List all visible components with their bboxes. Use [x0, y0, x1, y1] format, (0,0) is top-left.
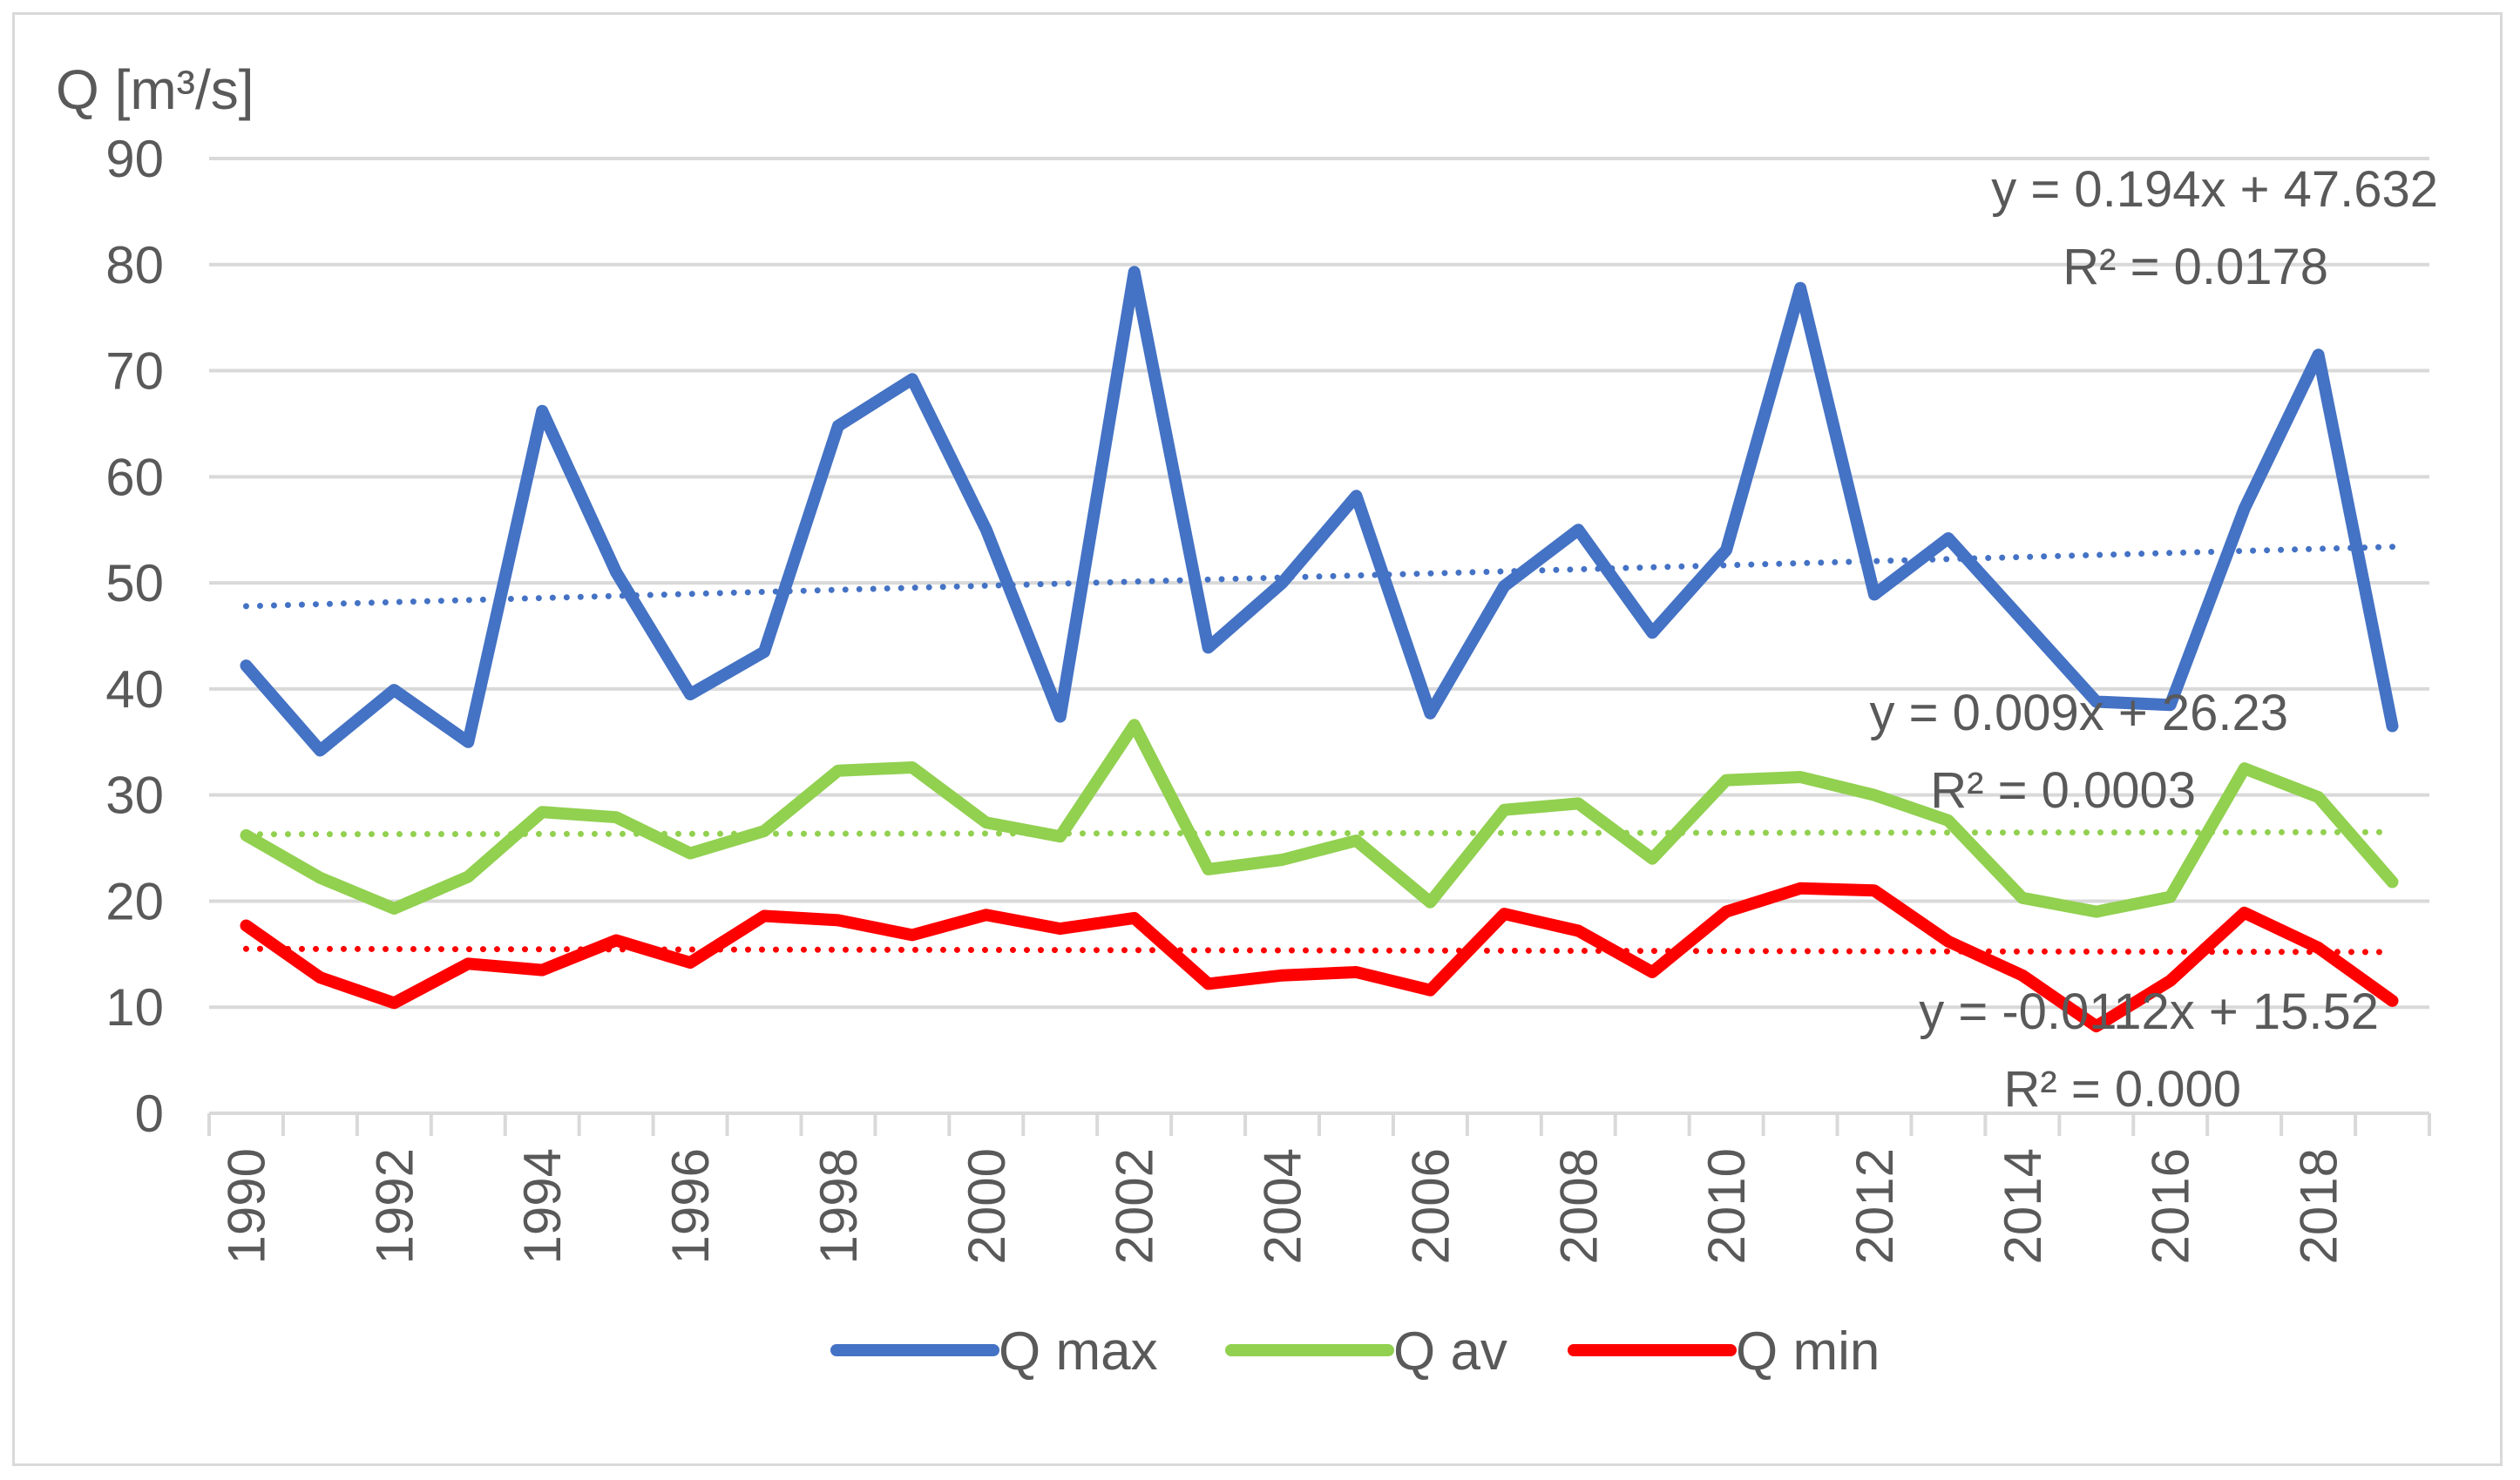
- y-tick-label-50: 50: [105, 554, 164, 612]
- y-tick-label-40: 40: [105, 660, 164, 719]
- y-tick-label-30: 30: [105, 767, 164, 825]
- series-line-q-min: [240, 882, 2399, 1033]
- x-tick-label-2000: 2000: [958, 1148, 1016, 1264]
- y-tick-label-60: 60: [105, 448, 164, 506]
- axes: [207, 1112, 2431, 1136]
- series-line-q-av: [240, 719, 2399, 918]
- x-tick-label-2010: 2010: [1697, 1148, 1756, 1264]
- trend-r2-q-av: R² = 0.0003: [1930, 762, 2196, 819]
- x-tick-label-2002: 2002: [1106, 1148, 1164, 1264]
- legend-label-q-min: Q min: [1736, 1321, 1880, 1382]
- x-tick-label-2004: 2004: [1254, 1148, 1312, 1264]
- series-line-q-max: [240, 266, 2399, 757]
- x-tick-label-1994: 1994: [513, 1148, 572, 1264]
- tick-labels: 0 10 20 30 40 50 60 70 80 90 1990 1992 1994 1996 1998 2…: [105, 130, 2347, 1264]
- trend-r2-q-max: R² = 0.0178: [2063, 239, 2328, 295]
- legend: Q max Q av Q min: [830, 1321, 1880, 1382]
- x-tick-label-1990: 1990: [217, 1148, 275, 1264]
- y-tick-label-80: 80: [105, 236, 164, 294]
- x-tick-label-2014: 2014: [1994, 1148, 2052, 1264]
- trend-equation-q-av: y = 0.009x + 26.23: [1870, 685, 2288, 741]
- chart-frame: [12, 12, 2503, 1466]
- y-tick-label-10: 10: [105, 978, 164, 1037]
- y-tick-label-0: 0: [135, 1085, 164, 1143]
- x-tick-label-2008: 2008: [1549, 1148, 1608, 1264]
- x-tick-label-1998: 1998: [810, 1148, 868, 1264]
- y-tick-label-90: 90: [105, 130, 164, 188]
- trend-equation-q-max: y = 0.194x + 47.632: [1991, 161, 2438, 218]
- trendlines: [242, 544, 2396, 956]
- x-tick-label-2012: 2012: [1846, 1148, 1904, 1264]
- trend-equation-q-min: y = -0.0112x + 15.52: [1919, 983, 2379, 1040]
- y-axis-label: Q [m³/s]: [56, 58, 254, 121]
- trend-r2-q-min: R² = 0.000: [2004, 1061, 2241, 1118]
- y-tick-label-70: 70: [105, 342, 164, 401]
- x-tick-label-1996: 1996: [661, 1148, 720, 1264]
- trendline-q-av: [242, 828, 2396, 838]
- legend-label-q-av: Q av: [1393, 1321, 1507, 1382]
- y-tick-label-20: 20: [105, 872, 164, 930]
- x-tick-label-2018: 2018: [2290, 1148, 2348, 1264]
- trendline-q-max: [242, 544, 2396, 610]
- legend-label-q-max: Q max: [999, 1321, 1158, 1382]
- series-lines: [240, 266, 2399, 1033]
- x-tick-label-1992: 1992: [365, 1148, 423, 1264]
- trendline-q-min: [242, 945, 2396, 956]
- x-tick-label-2006: 2006: [1401, 1148, 1460, 1264]
- x-tick-label-2016: 2016: [2142, 1148, 2200, 1264]
